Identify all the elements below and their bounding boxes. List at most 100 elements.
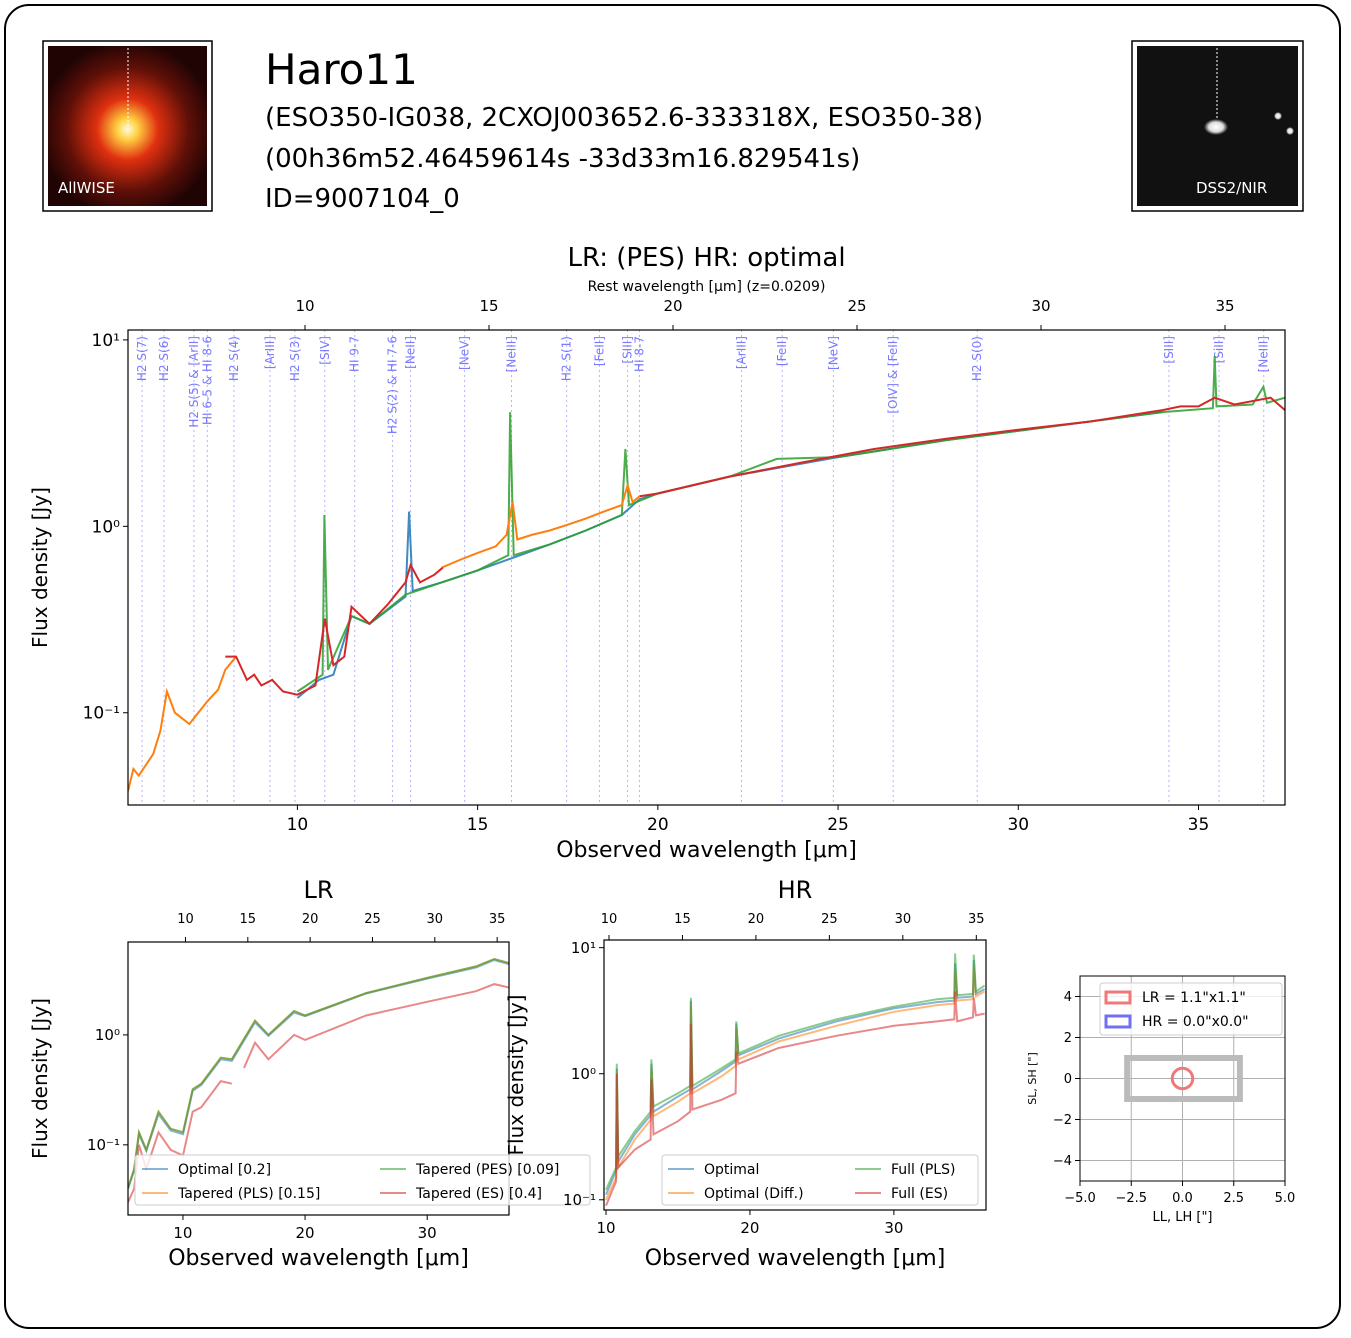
line-label: H2 S(4) (227, 336, 241, 381)
y-axis-title: Flux density [Jy] (28, 487, 52, 648)
legend-box (134, 1154, 591, 1206)
plot-frame (127, 329, 1286, 806)
series-line (128, 957, 509, 1189)
x-tick-label: 5.0 (1275, 1191, 1296, 1206)
line-label: [NeV] (458, 336, 472, 370)
legend-swatch (1104, 990, 1132, 1005)
x2-tick-label: 25 (364, 912, 381, 927)
line-label: [NeIII] (505, 336, 519, 372)
x2-tick-label: 15 (479, 297, 498, 315)
x2-tick-label: 30 (1031, 297, 1050, 315)
line-label: [SIII] (621, 336, 635, 364)
line-label: [NeII] (404, 336, 418, 369)
x-axis-title: Observed wavelength [μm] (168, 1246, 469, 1271)
y-tick-label: 0 (1064, 1072, 1072, 1087)
x2-tick-label: 10 (601, 912, 618, 927)
line-label: [SIV] (318, 336, 332, 365)
x2-tick-label: 10 (295, 297, 314, 315)
y-tick-label: 10¹ (92, 331, 120, 351)
legend-label: Full (PLS) (891, 1162, 955, 1178)
galaxy (1204, 119, 1228, 135)
plot-frame (603, 939, 987, 1211)
y-tick-label: 10⁰ (92, 517, 121, 537)
line-label: [NeV] (826, 336, 840, 370)
legend-box (1099, 982, 1283, 1036)
line-label: H2 S(0) (970, 336, 984, 381)
line-label: [OIV] & [FeII] (886, 336, 900, 414)
y-tick-label: 10⁰ (571, 1065, 596, 1083)
series-line (128, 481, 641, 792)
image-label: DSS2/NIR (1196, 179, 1267, 197)
lr-aperture (1170, 1066, 1195, 1091)
line-label: HI 6-5 & HI 8-6 (200, 336, 214, 425)
x2-tick-label: 35 (1215, 297, 1234, 315)
line-label: [SIII] (1162, 336, 1176, 364)
y-tick-label: 4 (1064, 990, 1072, 1005)
line-label: H2 S(1) (560, 336, 574, 381)
star (1274, 112, 1282, 120)
x-tick-label: 30 (418, 1224, 437, 1242)
line-label: H2 S(3) (288, 336, 302, 381)
legend-label: Optimal [0.2] (178, 1162, 271, 1178)
x-tick-label: 20 (647, 815, 669, 835)
legend-label: Tapered (PLS) [0.15] (177, 1186, 320, 1202)
legend-swatch (1104, 1014, 1132, 1029)
line-label: H2 S(6) (157, 336, 171, 381)
x-axis-title: LL, LH ["] (1152, 1210, 1212, 1225)
line-label: [ArIII] (734, 336, 748, 369)
y-axis-title: Flux density [Jy] (504, 995, 528, 1156)
line-label: [ArIII] (263, 336, 277, 369)
series-line (605, 991, 985, 1206)
x-tick-label: −5.0 (1064, 1191, 1096, 1206)
x2-tick-label: 15 (674, 912, 691, 927)
x-tick-label: 25 (827, 815, 849, 835)
line-label: H2 S(2) & HI 7-6 (386, 336, 400, 434)
aliases: (ESO350-IG038, 2CXOJ003652.6-333318X, ES… (265, 103, 983, 133)
coordinates: (00h36m52.46459614s -33d33m16.829541s) (265, 144, 860, 174)
chart-title: LR (303, 876, 333, 904)
line-label: [FeII] (775, 336, 789, 366)
plot-frame (127, 941, 510, 1216)
series-line (225, 396, 1285, 696)
line-label: HI 9-7 (348, 336, 362, 372)
x2-tick-label: 20 (302, 912, 319, 927)
line-label: H2 S(7) (135, 336, 149, 381)
y-tick-label: 10⁻¹ (83, 704, 120, 724)
plot-frame (1079, 975, 1286, 1182)
x2-tick-label: 30 (427, 912, 444, 927)
line-label: H2 S(5) & [ArII] (187, 336, 201, 428)
x-axis-title: Observed wavelength [μm] (645, 1246, 946, 1271)
chart-title: LR: (PES) HR: optimal (567, 243, 845, 273)
x2-tick-label: 35 (489, 912, 506, 927)
legend-box (661, 1154, 979, 1206)
legend-label: LR = 1.1"x1.1" (1142, 990, 1246, 1006)
y-tick-label: 10⁰ (95, 1026, 120, 1044)
x2-tick-label: 15 (240, 912, 257, 927)
x-tick-label: 35 (1188, 815, 1210, 835)
x2-tick-label: 25 (821, 912, 838, 927)
legend-label: HR = 0.0"x0.0" (1142, 1014, 1249, 1030)
x-tick-label: 30 (1007, 815, 1029, 835)
x-tick-label: 20 (296, 1224, 315, 1242)
x-tick-label: 10 (173, 1224, 192, 1242)
card (4, 4, 1341, 1329)
y-axis-title: SL, SH ["] (1026, 1052, 1039, 1105)
x2-tick-label: 10 (177, 912, 194, 927)
x2-tick-label: 35 (968, 912, 985, 927)
legend-label: Optimal (Diff.) (704, 1186, 804, 1202)
y-tick-label: 10⁻¹ (563, 1191, 596, 1209)
x-tick-label: 20 (740, 1219, 759, 1237)
x-tick-label: −2.5 (1115, 1191, 1147, 1206)
x-axis-title: Observed wavelength [μm] (556, 838, 857, 863)
legend-label: Tapered (PES) [0.09] (415, 1162, 559, 1178)
x2-axis-title: Rest wavelength [μm] (z=0.0209) (588, 279, 826, 295)
line-label: HI 8-7 (632, 336, 646, 372)
star (1286, 127, 1294, 135)
line-label: [FeII] (592, 336, 606, 366)
x2-tick-label: 20 (748, 912, 765, 927)
x-tick-label: 0.0 (1172, 1191, 1193, 1206)
x2-tick-label: 25 (847, 297, 866, 315)
y-axis-title: Flux density [Jy] (28, 998, 52, 1159)
x2-tick-label: 30 (895, 912, 912, 927)
